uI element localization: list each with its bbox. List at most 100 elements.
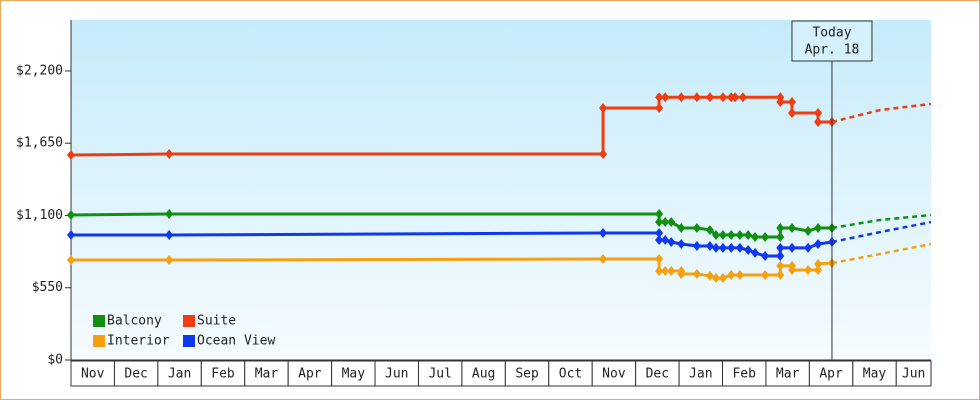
data-point: [776, 96, 785, 107]
data-point: [718, 242, 727, 253]
legend-label: Balcony: [107, 314, 162, 329]
x-tick-box: [417, 360, 463, 387]
x-tick-label: Sep: [515, 367, 539, 382]
data-point: [751, 247, 760, 258]
data-point: [661, 217, 670, 228]
y-tick-label: $1,650: [16, 136, 63, 151]
data-point: [788, 96, 797, 107]
data-point: [776, 250, 785, 261]
data-point: [735, 230, 744, 241]
forecast-line: [831, 102, 932, 124]
data-point: [814, 116, 823, 127]
x-tick-label: Nov: [81, 367, 105, 382]
data-point: [804, 265, 813, 276]
data-point: [776, 232, 785, 243]
legend-swatch: [183, 315, 195, 327]
plot-area: [71, 20, 931, 360]
data-point: [165, 149, 174, 160]
data-point: [804, 225, 813, 236]
data-point: [165, 209, 174, 220]
data-point: [655, 235, 664, 246]
data-point: [814, 258, 823, 269]
x-tick-label: Jan: [689, 367, 712, 382]
x-tick-label: Jun: [385, 367, 408, 382]
data-point: [705, 92, 714, 103]
data-point: [718, 230, 727, 241]
x-tick-box: [331, 360, 376, 387]
forecast-line: [831, 242, 932, 265]
data-point: [599, 149, 608, 160]
forecast-line: [831, 213, 932, 230]
y-tick-label: $0: [47, 353, 63, 368]
data-point: [814, 265, 823, 276]
data-point: [744, 230, 753, 241]
x-tick-label: Mar: [776, 367, 800, 382]
data-point: [655, 227, 664, 238]
data-point: [692, 268, 701, 279]
x-tick-label: Feb: [732, 367, 756, 382]
x-tick-box: [504, 360, 550, 387]
today-label: Apr. 18: [805, 43, 860, 58]
data-point: [677, 238, 686, 249]
data-point: [677, 222, 686, 233]
x-tick-box: [678, 360, 724, 387]
x-tick-label: Aug: [472, 367, 495, 382]
data-point: [731, 92, 740, 103]
data-point: [788, 242, 797, 253]
data-point: [655, 217, 664, 228]
forecast-line: [831, 220, 932, 244]
data-point: [661, 92, 670, 103]
x-tick-label: May: [342, 367, 366, 382]
legend-swatch: [183, 335, 195, 347]
legend-label: Ocean View: [197, 334, 275, 349]
data-point: [788, 222, 797, 233]
data-point: [814, 238, 823, 249]
data-point: [655, 92, 664, 103]
data-point: [761, 270, 770, 280]
data-point: [599, 103, 608, 114]
legend-label: Interior: [107, 334, 170, 349]
data-point: [705, 240, 714, 251]
data-point: [67, 150, 75, 161]
data-point: [692, 222, 701, 233]
x-tick-box: [852, 360, 897, 387]
data-point: [692, 240, 701, 251]
x-tick-box: [157, 360, 202, 387]
data-point: [761, 250, 770, 261]
legend-swatch: [93, 335, 105, 347]
data-point: [718, 273, 727, 284]
data-point: [788, 108, 797, 119]
data-point: [735, 270, 744, 280]
today-box: [791, 20, 873, 62]
data-point: [692, 92, 701, 103]
data-point: [67, 255, 75, 266]
data-point: [712, 230, 720, 241]
data-point: [804, 242, 813, 253]
data-point: [661, 235, 670, 246]
data-point: [718, 92, 727, 103]
x-tick-label: Apr: [298, 367, 322, 382]
data-point: [727, 230, 736, 241]
data-point: [67, 230, 75, 241]
legend-label: Suite: [197, 314, 236, 329]
data-point: [712, 273, 720, 284]
data-point: [67, 209, 75, 220]
data-point: [761, 232, 770, 243]
data-point: [744, 245, 753, 256]
data-point: [655, 103, 664, 114]
data-point: [776, 242, 785, 253]
legend-swatch: [93, 315, 105, 327]
x-tick-label: Dec: [646, 367, 669, 382]
data-point: [738, 92, 747, 103]
data-point: [776, 260, 785, 271]
x-tick-label: Apr: [819, 367, 843, 382]
data-point: [705, 224, 714, 235]
x-tick-box: [808, 360, 854, 387]
data-point: [814, 222, 823, 233]
x-tick-box: [591, 360, 637, 387]
data-point: [776, 270, 785, 280]
data-point: [735, 242, 744, 253]
data-point: [751, 232, 760, 243]
